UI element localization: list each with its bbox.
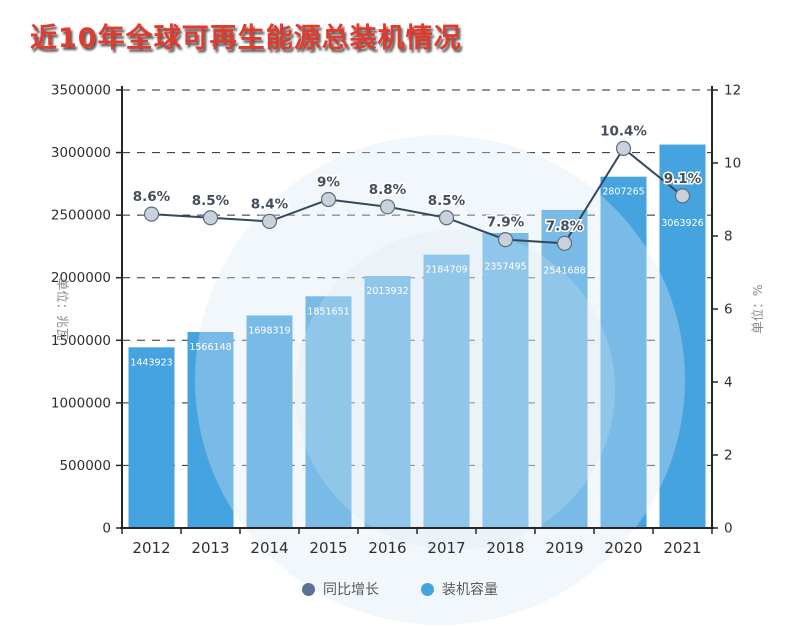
right-tick-label: 6 [724,302,733,318]
bar-2021[interactable] [659,144,706,529]
growth-legend-dot-icon [302,582,315,596]
left-axis-tick-labels: 0 500000 1000000 1500000 2000000 2500000 30000… [51,83,111,537]
growth-point-series [143,140,691,251]
legend-label-capacity: 装机容量 [442,582,498,598]
right-tick-label: 12 [724,83,741,99]
growth-point-2019[interactable] [556,235,573,251]
right-axis-title: 单位：% [750,284,765,334]
capacity-bar-series [128,144,706,529]
left-tick-label: 0 [102,521,111,537]
growth-point-2017[interactable] [438,210,455,226]
chart-legend: 同比增长 装机容量 [0,579,800,599]
growth-point-2012[interactable] [143,206,160,222]
x-category-label-2014: 2014 [250,539,288,557]
bar-2018[interactable] [482,232,529,529]
growth-percent-label: 9% [317,175,340,191]
x-category-label-2018: 2018 [486,539,524,557]
left-axis-title: 单位：兆瓦 [55,278,70,341]
growth-percent-label: 7.8% [546,218,584,234]
bar-2016[interactable] [364,275,411,528]
bar-value-label: 1443923 [130,357,172,368]
left-tick-label: 1000000 [51,395,111,411]
growth-percent-label: 8.5% [192,193,230,209]
bar-2013[interactable] [187,332,234,528]
bar-2017[interactable] [423,254,470,528]
growth-percent-label: 8.6% [133,189,171,205]
bar-2020[interactable] [600,176,647,528]
watermark-outer-circle [195,135,685,625]
bar-value-label: 2357495 [484,262,526,273]
bar-value-label: 1851651 [307,306,349,317]
watermark-inner-circle [295,230,615,550]
x-category-label-2013: 2013 [191,539,229,557]
bar-value-label: 1566148 [189,342,231,353]
capacity-legend-dot-icon [421,582,434,596]
right-tick-label: 8 [724,229,733,245]
growth-percent-label: 8.8% [369,182,407,198]
bar-value-label: 2013932 [366,286,408,297]
right-axis-tick-labels: 0 2 4 6 8 10 12 [724,83,741,537]
bar-value-label: 2184709 [425,265,467,276]
growth-point-2020[interactable] [615,140,632,156]
legend-label-growth: 同比增长 [323,582,379,598]
growth-percent-label: 10.4% [600,123,647,139]
x-category-label-2019: 2019 [545,539,583,557]
x-category-label-2020: 2020 [604,539,642,557]
legend-item-capacity[interactable]: 装机容量 [421,579,498,599]
bar-value-label: 2541688 [543,265,585,276]
x-axis-category-labels: 2012 2013 2014 2015 2016 2017 2018 2019 2020 2021 [132,539,701,557]
left-tick-label: 3500000 [51,83,111,99]
growth-point-2014[interactable] [261,213,278,229]
right-tick-label: 0 [724,521,733,537]
axes [116,86,718,534]
growth-line [151,146,684,245]
x-category-label-2015: 2015 [309,539,347,557]
x-category-label-2017: 2017 [427,539,465,557]
right-tick-label: 4 [724,375,733,391]
left-tick-label: 500000 [59,458,111,474]
bar-value-label: 1698319 [248,325,290,336]
legend-item-growth[interactable]: 同比增长 [302,579,379,599]
bar-2012[interactable] [128,347,175,528]
left-tick-label: 1500000 [51,333,111,349]
bar-2014[interactable] [246,315,293,528]
right-tick-label: 2 [724,448,733,464]
growth-percent-labels: 8.6% 8.5% 8.4% 9% 8.8% 8.5% 7.9% 7.8% 10.4% 9.1% [131,122,703,236]
growth-point-2021[interactable] [674,188,691,204]
growth-percent-label: 7.9% [487,215,525,231]
bar-value-label: 3063926 [661,218,703,229]
bar-value-label: 2807265 [602,187,644,198]
bar-2019[interactable] [541,209,588,528]
left-tick-label: 2500000 [51,208,111,224]
chart-title: 近10年全球可再生能源总装机情况 [30,23,462,54]
right-tick-label: 10 [724,156,741,172]
x-category-label-2012: 2012 [132,539,170,557]
left-tick-label: 2000000 [51,270,111,286]
growth-percent-label: 8.5% [428,193,466,209]
x-category-label-2021: 2021 [663,539,701,557]
growth-point-2015[interactable] [320,191,337,208]
growth-point-2018[interactable] [497,232,514,248]
watermark-circle [195,135,685,625]
growth-percent-label: 8.4% [251,196,289,212]
growth-point-2013[interactable] [202,210,219,226]
growth-percent-label: 9.1% [664,171,702,187]
left-tick-label: 3000000 [51,145,111,161]
growth-point-2016[interactable] [379,199,396,215]
bar-2015[interactable] [305,296,352,528]
x-category-label-2016: 2016 [368,539,406,557]
bar-value-labels: 1443923 1566148 1698319 1851651 2013932 21847… [130,187,703,369]
